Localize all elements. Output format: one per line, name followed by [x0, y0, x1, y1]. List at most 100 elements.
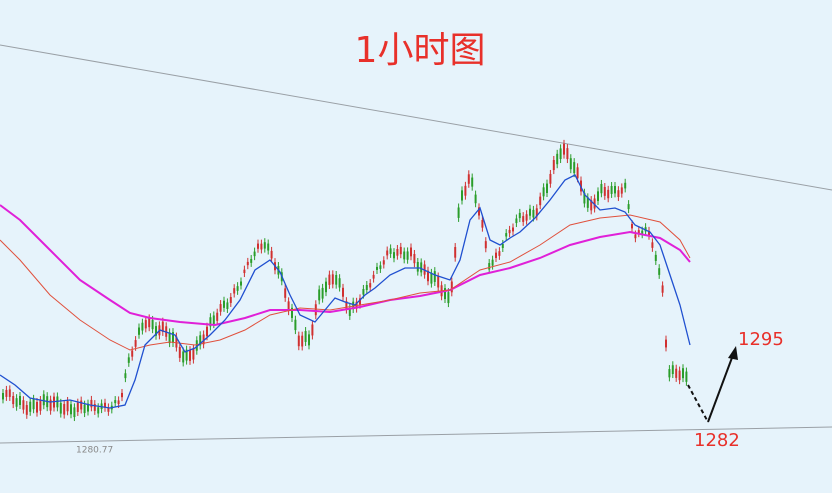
candle-body [413, 253, 416, 264]
candle-body [641, 230, 644, 235]
candle-body [678, 370, 681, 381]
candle-body [93, 404, 96, 411]
candle-body [671, 365, 674, 375]
candle-body [216, 312, 219, 321]
candle-body [138, 327, 140, 335]
candle-body [668, 369, 671, 378]
chart-title: 1小时图 [355, 30, 486, 71]
candle-body [450, 281, 453, 293]
candle-body [352, 301, 355, 310]
forecast-up [707, 354, 734, 423]
candle-body [73, 407, 76, 418]
candle-body [464, 185, 467, 196]
candle-body [219, 304, 222, 312]
candle-body [155, 326, 157, 336]
candle-body [457, 207, 460, 218]
candle-body [535, 208, 538, 217]
candle-body [202, 334, 205, 345]
candle-body [121, 392, 123, 398]
ma-magenta [0, 204, 691, 327]
candle-body [563, 143, 565, 155]
candle-body [495, 252, 497, 258]
candle-body [552, 159, 555, 171]
candle-body [597, 191, 599, 202]
candle-body [325, 281, 327, 293]
candle-body [335, 275, 338, 285]
candle-body [382, 260, 385, 265]
candle-body [56, 396, 59, 408]
candle-body [83, 404, 86, 414]
ma-red [0, 214, 691, 351]
candle-body [223, 300, 225, 308]
candle-body [420, 262, 423, 273]
candle-body [114, 400, 117, 404]
candle-body [362, 288, 365, 295]
candle-body [233, 288, 236, 294]
candle-body [566, 148, 569, 160]
candle-body [365, 284, 368, 290]
candle-body [437, 276, 440, 288]
candle-body [610, 186, 613, 194]
candle-body [32, 398, 35, 410]
candle-body [29, 401, 32, 412]
candle-body [444, 288, 446, 300]
candle-body [318, 289, 321, 301]
candle-body [637, 230, 640, 234]
candle-body [148, 318, 151, 328]
candle-body [236, 286, 239, 291]
candle-body [478, 207, 480, 216]
candle-body [66, 400, 69, 412]
candle-body [124, 373, 127, 379]
trend-line-upper [0, 44, 832, 191]
candle-body [389, 248, 392, 254]
candle-body [576, 167, 579, 179]
candle-body [168, 332, 171, 344]
candle-body [508, 229, 511, 234]
candle-body [651, 242, 654, 248]
candle-body [556, 153, 559, 165]
candle-body [481, 220, 484, 228]
candle-body [304, 331, 307, 342]
candle-body [617, 190, 620, 198]
candle-body [603, 186, 606, 196]
candle-body [348, 308, 351, 316]
candle-body [522, 216, 525, 222]
candle-body [406, 251, 409, 260]
forecast-down [687, 384, 709, 423]
candle-body [70, 404, 72, 415]
candle-body [134, 340, 137, 347]
candle-body [97, 407, 100, 414]
candle-body [461, 190, 463, 201]
candle-body [488, 263, 491, 270]
candle-body [212, 315, 215, 325]
candle-body [189, 350, 191, 361]
candle-body [284, 288, 287, 298]
candle-body [260, 243, 263, 250]
candle-body [226, 302, 229, 309]
candle-body [270, 250, 273, 259]
candle-body [416, 261, 419, 272]
candle-body [229, 297, 232, 303]
candle-body [396, 248, 399, 256]
candle-body [206, 326, 208, 337]
candle-body [648, 230, 650, 236]
candle-body [117, 400, 120, 405]
candle-body [297, 335, 300, 347]
candle-body [433, 271, 436, 282]
candle-body [379, 265, 382, 269]
candle-body [12, 396, 15, 405]
candle-body [386, 250, 389, 256]
candle-body [314, 304, 317, 316]
candle-body [410, 247, 412, 257]
candle-body [661, 285, 664, 293]
candle-body [151, 319, 154, 330]
candle-body [80, 400, 83, 410]
candle-body [607, 189, 610, 199]
candle-body [430, 272, 433, 284]
candle-body [471, 177, 474, 187]
candle-body [141, 322, 144, 331]
candle-body [546, 183, 548, 193]
candle-body [39, 399, 42, 411]
candle-body [399, 246, 402, 255]
